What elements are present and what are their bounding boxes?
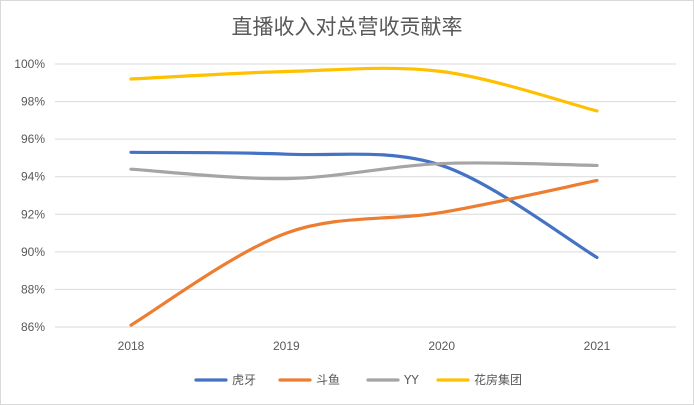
y-tick-label: 86% [21,320,45,334]
series-line-1 [129,178,599,327]
chart-title: 直播收入对总营收贡献率 [232,15,463,39]
x-tick-label: 2019 [273,339,300,353]
legend-label: YY [403,373,419,387]
y-tick-label: 92% [21,207,45,221]
x-tick-label: 2020 [428,339,455,353]
y-tick-label: 98% [21,95,45,109]
y-tick-label: 88% [21,282,45,296]
y-tick-label: 100% [14,57,45,71]
legend-label: 斗鱼 [316,373,340,387]
legend: 虎牙 斗鱼 YY 花房集团 [194,372,522,387]
y-tick-label: 90% [21,245,45,259]
y-axis-ticks: 86% 88% 90% 92% 94% 96% 98% 100% [14,57,45,334]
x-tick-label: 2021 [584,339,611,353]
series-line-2 [129,161,599,181]
gridlines [55,63,676,328]
x-tick-label: 2018 [118,339,145,353]
legend-label: 花房集团 [474,372,522,387]
legend-label: 虎牙 [232,373,256,387]
y-tick-label: 96% [21,132,45,146]
y-tick-label: 94% [21,170,45,184]
series-lines [129,66,599,327]
series-line-3 [129,66,599,113]
series-line-0 [129,150,599,260]
x-axis-ticks: 2018 2019 2020 2021 [118,339,611,353]
